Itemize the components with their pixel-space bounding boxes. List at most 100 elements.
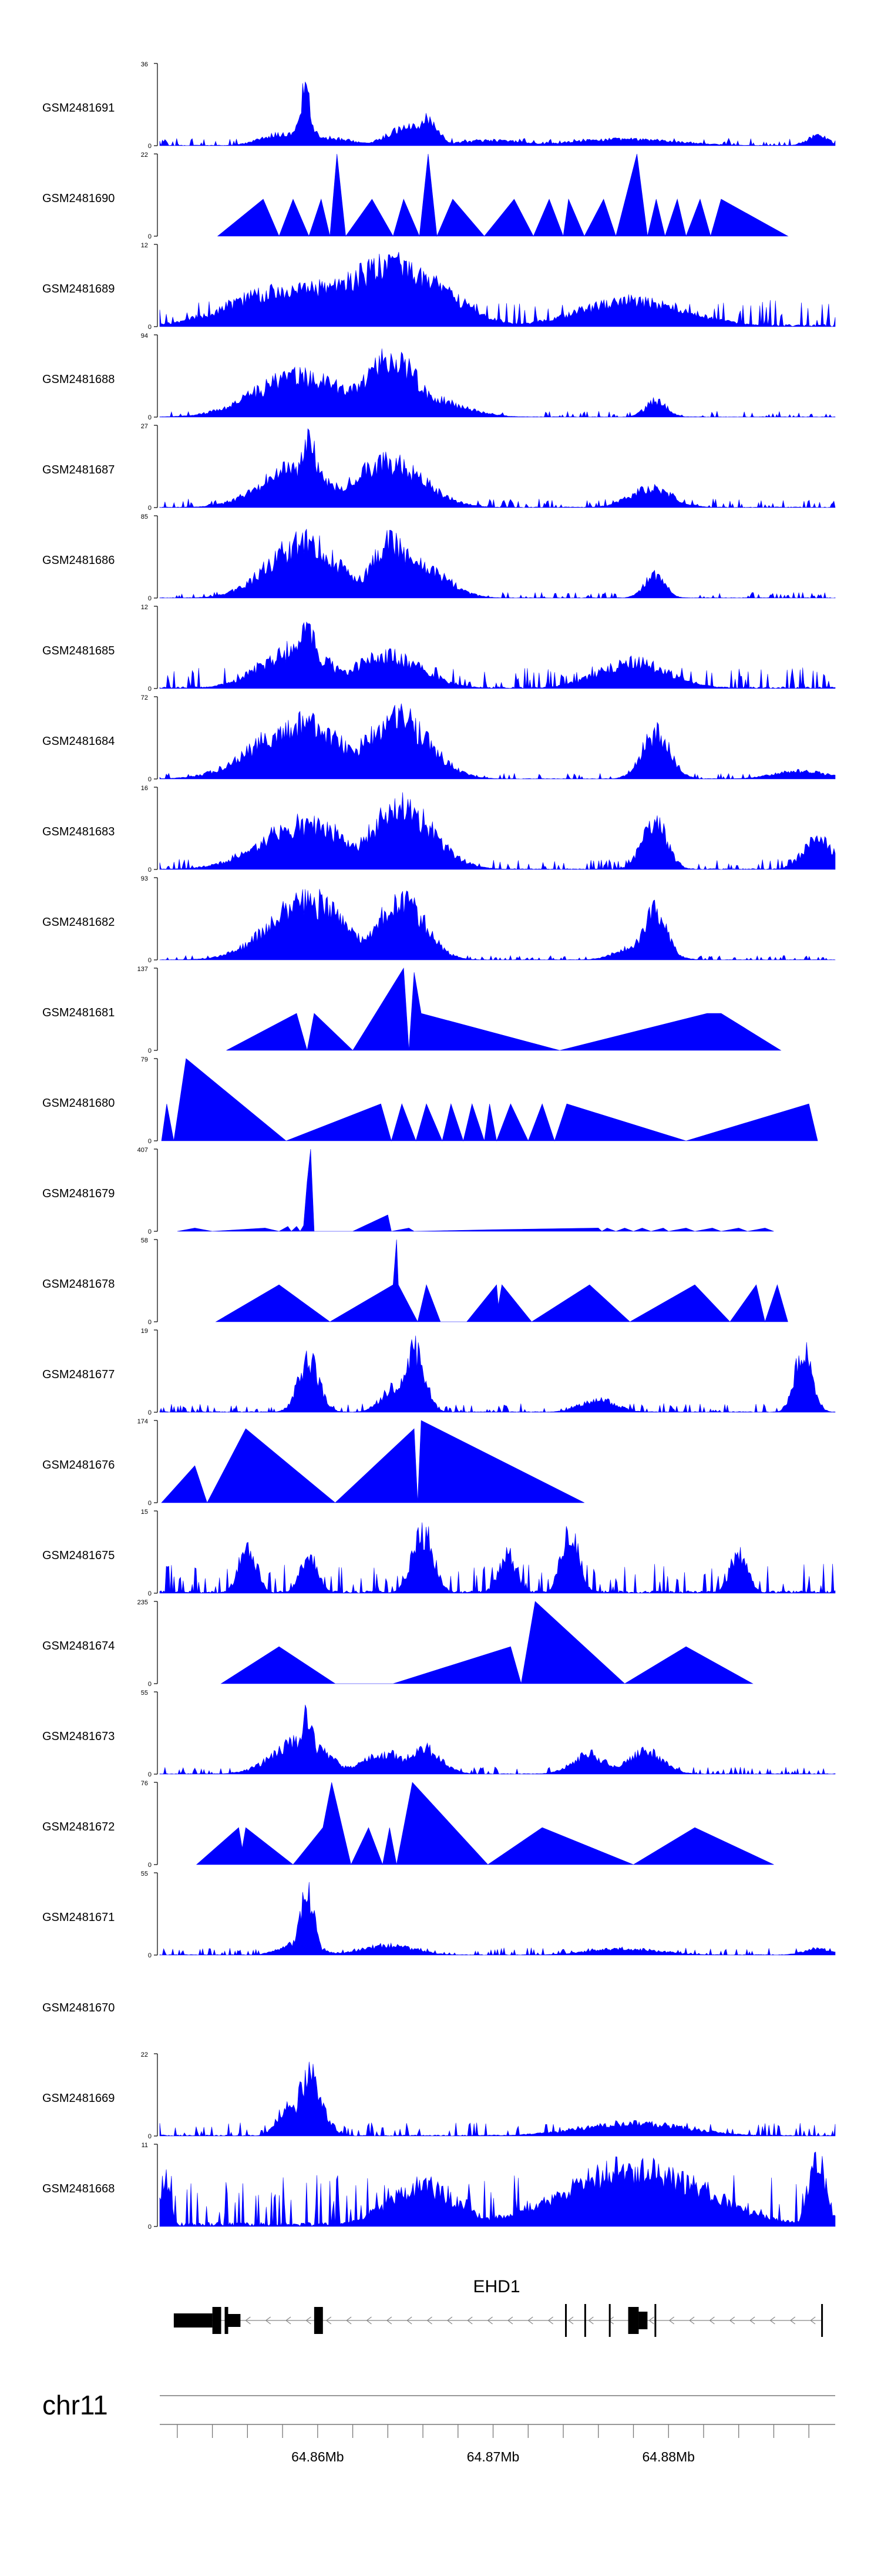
y-max-label-GSM2481682: 93 [141,875,148,882]
y-min-label-GSM2481682: 0 [148,957,152,964]
strand-chevron [366,2316,372,2325]
y-max-label-GSM2481684: 72 [141,694,148,701]
chromosome-label: chr11 [42,2390,108,2420]
y-min-label-GSM2481690: 0 [148,233,152,240]
track-label-GSM2481672: GSM2481672 [42,1821,115,1833]
coverage-area-GSM2481678 [215,1239,788,1323]
y-min-label-GSM2481683: 0 [148,866,152,874]
track-label-GSM2481689: GSM2481689 [42,283,115,295]
track-GSM2481676: GSM2481676 174 0 [42,1418,585,1507]
track-label-GSM2481670: GSM2481670 [42,2001,115,2014]
coverage-area-GSM2481676 [161,1420,585,1503]
strand-chevron [426,2316,432,2325]
strand-chevron [810,2316,816,2325]
strand-chevron [608,2316,614,2325]
y-min-label-GSM2481691: 0 [148,143,152,150]
gene-name-label: EHD1 [473,2277,520,2296]
strand-chevron [588,2316,594,2325]
y-min-label-GSM2481674: 0 [148,1681,152,1688]
strand-chevron [668,2316,675,2325]
y-max-label-GSM2481676: 174 [137,1418,148,1425]
track-GSM2481674: GSM2481674 235 0 [42,1599,754,1688]
track-label-GSM2481683: GSM2481683 [42,825,115,838]
y-max-label-GSM2481681: 137 [137,966,148,973]
y-min-label-GSM2481687: 0 [148,505,152,512]
gene-exon [821,2304,823,2337]
y-max-label-GSM2481691: 36 [141,61,148,68]
genome-axis: chr11 64.86Mb 64.87Mb 64.88Mb [42,2390,835,2464]
track-label-GSM2481685: GSM2481685 [42,644,115,657]
track-GSM2481680: GSM2481680 79 0 [42,1056,818,1145]
gene-exon [224,2307,228,2334]
y-max-label-GSM2481668: 11 [142,2142,148,2149]
gene-exon [628,2307,639,2334]
track-GSM2481673: GSM2481673 55 0 [42,1690,836,1778]
strand-chevron [547,2316,553,2325]
track-GSM2481668: GSM2481668 11 0 [42,2142,836,2231]
coverage-area-GSM2481687 [159,428,836,509]
track-GSM2481690: GSM2481690 22 0 [42,152,789,240]
strand-chevron [305,2316,311,2325]
y-min-label-GSM2481671: 0 [148,1952,152,1959]
strand-chevron [265,2316,271,2325]
strand-chevron [406,2316,412,2325]
coverage-area-GSM2481685 [159,622,836,689]
strand-chevron [709,2316,715,2325]
coverage-area-GSM2481684 [159,703,836,780]
strand-chevron [567,2316,574,2325]
y-max-label-GSM2481686: 85 [141,513,148,520]
track-label-GSM2481679: GSM2481679 [42,1187,115,1200]
track-GSM2481689: GSM2481689 12 0 [42,242,836,331]
track-GSM2481669: GSM2481669 22 0 [42,2051,836,2140]
y-min-label-GSM2481673: 0 [148,1771,152,1778]
gene-exon [228,2314,241,2327]
x-tick-label: 64.87Mb [467,2449,520,2464]
gene-exon [654,2304,657,2337]
gene-track: EHD1 [173,2277,823,2337]
strand-chevron [769,2316,775,2325]
track-GSM2481687: GSM2481687 27 0 [42,423,836,512]
gene-exon [638,2312,648,2329]
track-label-GSM2481678: GSM2481678 [42,1278,115,1291]
strand-chevron [507,2316,513,2325]
x-tick-label: 64.86Mb [291,2449,344,2464]
y-max-label-GSM2481680: 79 [141,1056,148,1063]
track-GSM2481670: GSM2481670 [42,2001,115,2014]
strand-chevron [386,2316,392,2325]
strand-chevron [648,2316,654,2325]
track-GSM2481691: GSM2481691 36 0 [42,61,836,150]
strand-chevron [325,2316,332,2325]
track-label-GSM2481673: GSM2481673 [42,1730,115,1743]
track-label-GSM2481668: GSM2481668 [42,2182,115,2195]
track-label-GSM2481687: GSM2481687 [42,464,115,476]
y-min-label-GSM2481684: 0 [148,776,152,783]
y-min-label-GSM2481679: 0 [148,1228,152,1235]
gene-exon [314,2307,323,2334]
y-min-label-GSM2481681: 0 [148,1047,152,1054]
y-min-label-GSM2481689: 0 [148,324,152,331]
tracks-group: GSM2481691360GSM2481690220GSM2481689120G… [42,61,836,2231]
y-min-label-GSM2481678: 0 [148,1319,152,1326]
strand-chevron [346,2316,352,2325]
coverage-area-GSM2481672 [196,1782,774,1866]
track-label-GSM2481676: GSM2481676 [42,1459,115,1472]
coverage-area-GSM2481680 [161,1058,818,1142]
track-GSM2481677: GSM2481677 19 0 [42,1328,836,1416]
track-label-GSM2481675: GSM2481675 [42,1549,115,1562]
track-GSM2481688: GSM2481688 94 0 [42,333,836,421]
y-min-label-GSM2481676: 0 [148,1500,152,1507]
gene-exon [565,2304,567,2337]
strand-chevron [285,2316,291,2325]
y-max-label-GSM2481675: 15 [141,1509,148,1516]
y-min-label-GSM2481686: 0 [148,595,152,602]
y-max-label-GSM2481689: 12 [141,242,148,249]
track-label-GSM2481688: GSM2481688 [42,373,115,386]
coverage-area-GSM2481691 [159,82,836,146]
coverage-area-GSM2481669 [159,2061,836,2137]
y-max-label-GSM2481671: 55 [141,1870,148,1878]
strand-chevron [245,2316,251,2325]
track-GSM2481685: GSM2481685 12 0 [42,604,836,693]
track-label-GSM2481690: GSM2481690 [42,192,115,205]
track-GSM2481681: GSM2481681 137 0 [42,966,782,1054]
